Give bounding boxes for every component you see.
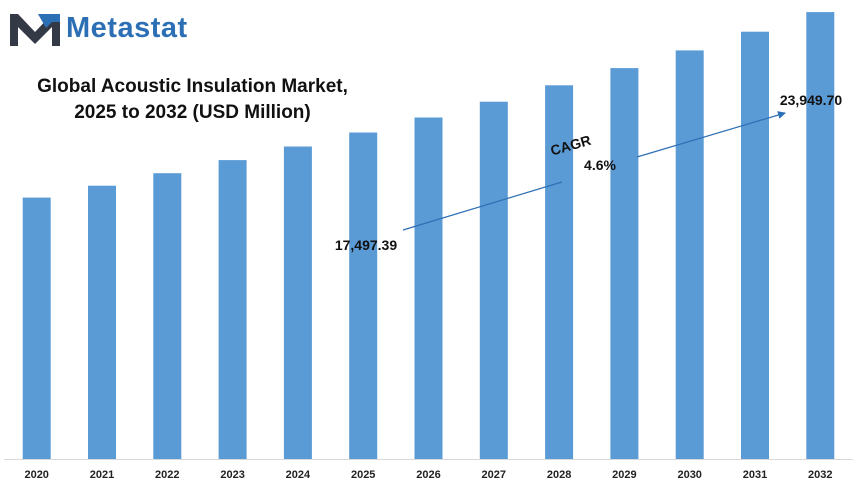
- x-tick-label-2024: 2024: [286, 469, 311, 481]
- x-tick-label-2020: 2020: [24, 469, 48, 481]
- x-tick-label-2026: 2026: [416, 469, 440, 481]
- bar-2027: [479, 101, 508, 459]
- cagr-arrow-right: [636, 111, 786, 158]
- end-value-label: 23,949.70: [780, 92, 842, 108]
- bar-2025: [349, 132, 378, 459]
- x-tick-label-2027: 2027: [482, 469, 506, 481]
- bar-2024: [283, 146, 312, 459]
- x-tick-label-2022: 2022: [155, 469, 179, 481]
- brand-name: Metastat: [66, 11, 188, 44]
- bar-2030: [675, 50, 704, 460]
- x-tick-label-2025: 2025: [351, 469, 375, 481]
- x-tick-label-2031: 2031: [743, 469, 767, 481]
- x-tick-label-2029: 2029: [612, 469, 636, 481]
- cagr-arrow-left: [402, 181, 563, 231]
- x-tick-label-2032: 2032: [808, 469, 832, 481]
- x-tick-label-2030: 2030: [677, 469, 701, 481]
- bar-2032: [806, 12, 835, 459]
- bar-2026: [414, 117, 443, 459]
- bar-2023: [218, 160, 247, 459]
- bar-2031: [741, 31, 769, 459]
- x-tick-labels: 2020 2021 2022 2023 2024 2025 2026 2027 2028 2029…: [24, 469, 832, 481]
- x-tick-label-2023: 2023: [220, 469, 244, 481]
- chart-title-line-1: Global Acoustic Insulation Market,: [37, 76, 348, 97]
- bar-2029: [610, 68, 639, 459]
- x-tick-label-2021: 2021: [90, 469, 114, 481]
- cagr-value: 4.6%: [584, 157, 616, 173]
- x-tick-label-2028: 2028: [547, 469, 571, 481]
- brand-logo: Metastat: [8, 8, 188, 48]
- bar-2020: [22, 197, 51, 459]
- bar-series: [22, 12, 835, 460]
- bar-2028: [545, 85, 574, 460]
- start-value-label: 17,497.39: [335, 237, 397, 253]
- metastat-m-logo-icon: [10, 14, 60, 46]
- chart-title: Global Acoustic Insulation Market, 2025 …: [20, 74, 365, 126]
- bar-2022: [153, 173, 182, 459]
- bar-2021: [88, 185, 116, 459]
- chart-title-line-2: 2025 to 2032 (USD Million): [74, 102, 311, 123]
